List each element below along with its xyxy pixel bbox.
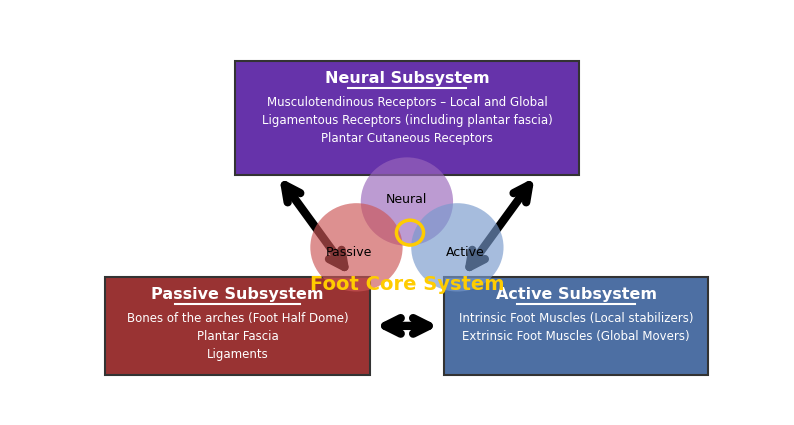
Text: Ligaments: Ligaments [206,348,268,361]
Ellipse shape [310,203,403,292]
Text: Musculotendinous Receptors – Local and Global: Musculotendinous Receptors – Local and G… [267,96,547,109]
FancyBboxPatch shape [106,277,370,375]
Text: Neural: Neural [386,193,428,207]
Text: Plantar Cutaneous Receptors: Plantar Cutaneous Receptors [321,132,493,145]
Text: Passive: Passive [326,246,372,259]
FancyBboxPatch shape [235,61,579,176]
Text: Neural Subsystem: Neural Subsystem [325,71,489,85]
FancyBboxPatch shape [444,277,708,375]
Text: Active Subsystem: Active Subsystem [495,286,657,302]
Text: Intrinsic Foot Muscles (Local stabilizers): Intrinsic Foot Muscles (Local stabilizer… [459,312,693,325]
Text: Passive Subsystem: Passive Subsystem [152,286,324,302]
Text: Foot Core System: Foot Core System [310,275,504,295]
Text: Bones of the arches (Foot Half Dome): Bones of the arches (Foot Half Dome) [127,312,349,325]
Text: Extrinsic Foot Muscles (Global Movers): Extrinsic Foot Muscles (Global Movers) [462,330,690,343]
Text: Plantar Fascia: Plantar Fascia [197,330,279,343]
Text: Active: Active [446,246,485,259]
Text: Ligamentous Receptors (including plantar fascia): Ligamentous Receptors (including plantar… [261,114,553,127]
Ellipse shape [411,203,503,292]
Ellipse shape [360,157,453,246]
